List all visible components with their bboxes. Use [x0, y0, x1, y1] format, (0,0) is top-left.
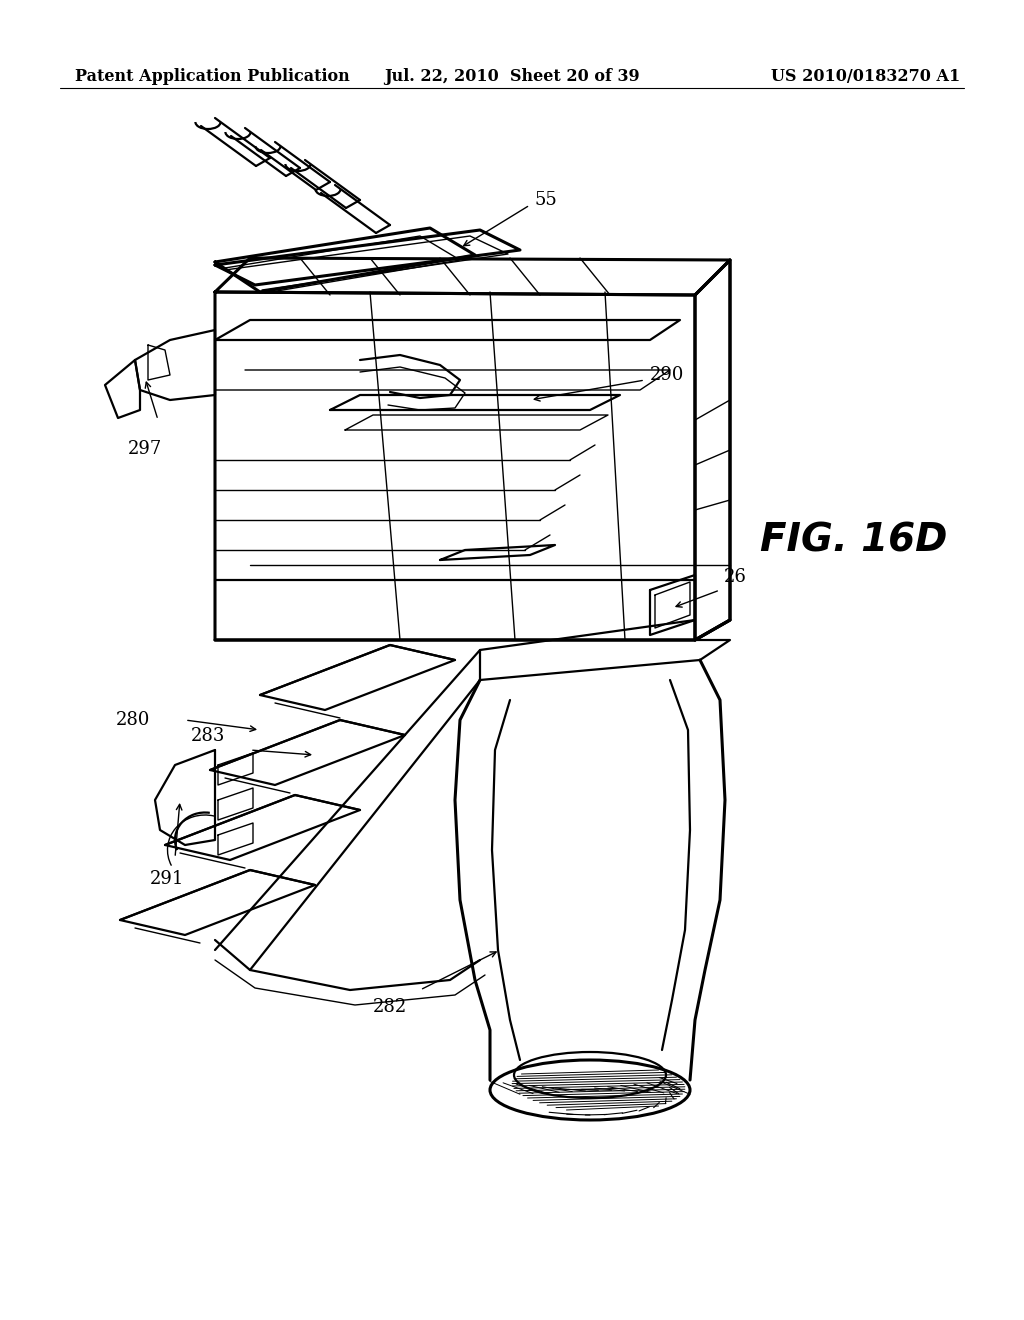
- Text: FIG. 16D: FIG. 16D: [760, 521, 947, 558]
- Text: Patent Application Publication: Patent Application Publication: [75, 69, 350, 84]
- Text: 297: 297: [128, 440, 162, 458]
- Text: 283: 283: [190, 727, 225, 744]
- Text: US 2010/0183270 A1: US 2010/0183270 A1: [771, 69, 961, 84]
- Text: 55: 55: [535, 191, 558, 209]
- Text: 290: 290: [650, 366, 684, 384]
- Text: 282: 282: [373, 998, 408, 1016]
- Text: Jul. 22, 2010  Sheet 20 of 39: Jul. 22, 2010 Sheet 20 of 39: [384, 69, 640, 84]
- Text: 280: 280: [116, 711, 150, 729]
- Text: 291: 291: [150, 870, 184, 888]
- Text: 26: 26: [724, 568, 746, 586]
